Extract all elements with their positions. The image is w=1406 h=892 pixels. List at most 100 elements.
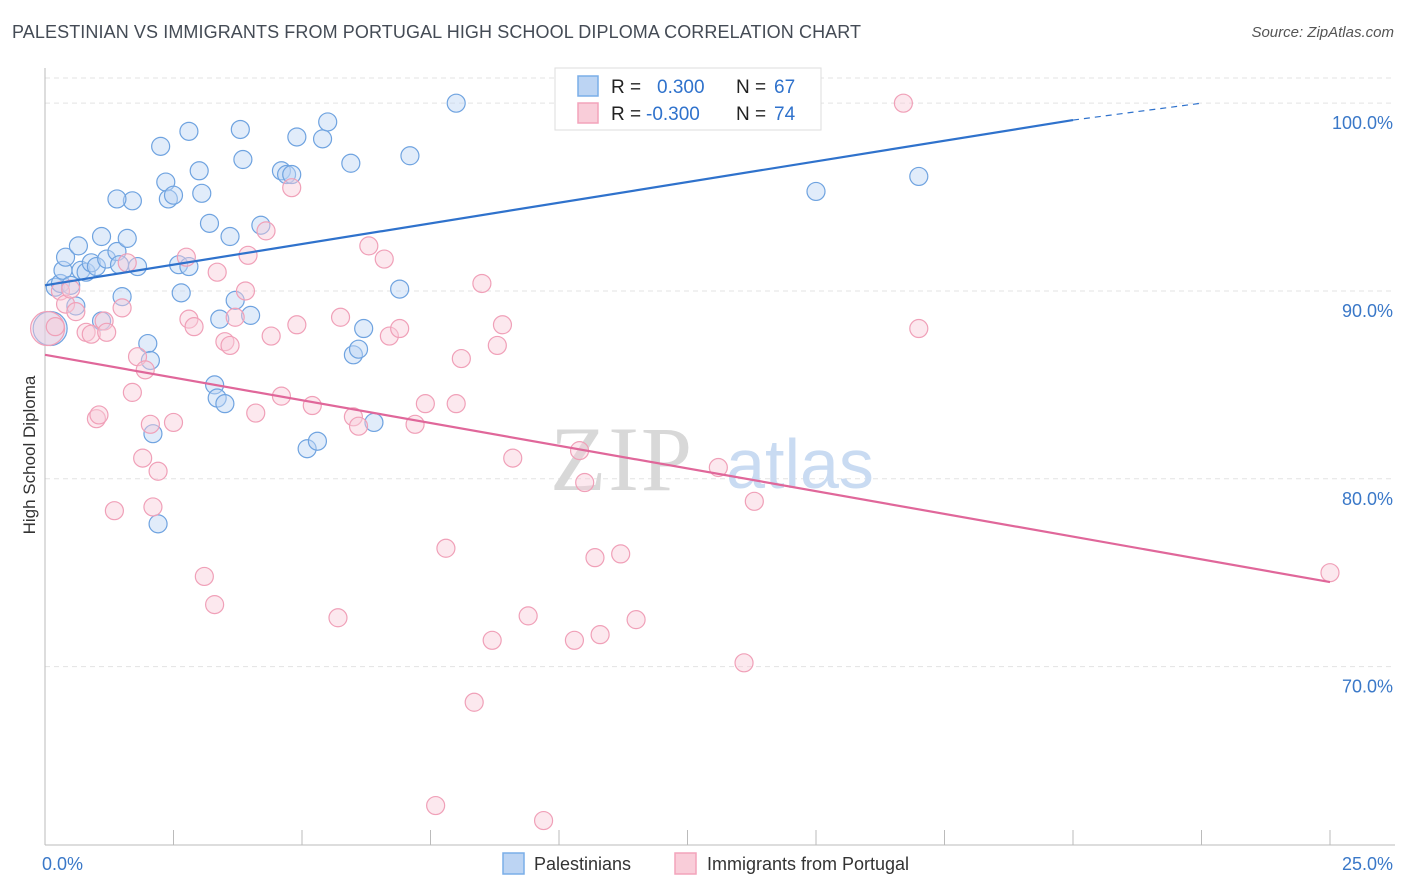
chart-title: PALESTINIAN VS IMMIGRANTS FROM PORTUGAL … (12, 22, 862, 42)
data-point (806, 181, 826, 202)
series-legend: Palestinians Immigrants from Portugal (502, 852, 909, 875)
data-point (893, 93, 913, 113)
data-point (1320, 563, 1340, 583)
data-point (302, 395, 322, 416)
source-note: Source: ZipAtlas.com (1251, 24, 1394, 41)
data-point (91, 226, 112, 247)
data-point (151, 136, 171, 156)
data-point (282, 178, 302, 198)
data-point (207, 262, 227, 282)
data-point (97, 322, 117, 342)
data-point (184, 317, 204, 337)
data-point (117, 228, 137, 248)
data-point (220, 226, 240, 247)
data-point (238, 245, 258, 265)
data-point (148, 514, 168, 534)
legend-label-palestinians: Palestinians (534, 854, 631, 874)
data-point (307, 431, 328, 451)
watermark-atlas: atlas (726, 425, 874, 503)
legend-r-value-pink: -0.300 (646, 104, 700, 125)
data-point (104, 501, 124, 521)
data-point (140, 350, 160, 371)
data-point (230, 119, 250, 140)
data-point (354, 318, 374, 339)
y-tick-label: 100.0% (1332, 113, 1393, 133)
y-tick-label: 90.0% (1342, 301, 1393, 321)
data-point (287, 127, 307, 147)
legend-swatch-palestinians (502, 852, 525, 875)
correlation-legend: R = 0.300 N = 67 R = -0.300 N = 74 (554, 67, 822, 131)
data-point (233, 149, 253, 170)
data-point (533, 810, 554, 831)
watermark-zip: ZIP (550, 408, 694, 510)
data-point (348, 339, 369, 359)
data-point (626, 610, 646, 630)
series-immigrants-from-portugal (29, 93, 1340, 831)
data-point (163, 412, 184, 433)
data-point (318, 112, 338, 132)
data-point (122, 382, 142, 402)
data-point (256, 221, 276, 241)
data-point (158, 189, 178, 209)
data-point (122, 191, 142, 211)
series-palestinians (32, 93, 929, 534)
axes (44, 68, 1395, 846)
data-point (359, 236, 379, 256)
trend-lines (44, 102, 1331, 584)
data-point (503, 448, 523, 468)
x-tick-label-max: 25.0% (1342, 854, 1393, 874)
legend-n-value-pink: 74 (774, 104, 796, 125)
data-point (405, 414, 425, 434)
data-point (590, 625, 610, 645)
data-point (312, 129, 333, 149)
data-point (210, 309, 230, 329)
data-point (436, 538, 456, 558)
y-tick-label: 70.0% (1342, 677, 1393, 697)
data-point (138, 333, 158, 354)
data-point (482, 630, 502, 650)
data-point (205, 595, 225, 615)
data-point (328, 608, 348, 628)
legend-n-label-pink: N = (736, 104, 771, 125)
data-point (390, 318, 410, 339)
data-point (909, 318, 929, 339)
legend-swatch-portugal (674, 852, 697, 875)
data-point (472, 273, 492, 294)
data-point (348, 416, 369, 436)
legend-n-value-blue: 67 (774, 77, 795, 98)
data-point (446, 93, 466, 113)
data-point (117, 253, 137, 273)
data-point (148, 461, 168, 481)
legend-n-label-blue: N = (736, 77, 771, 98)
data-point (585, 548, 605, 568)
data-point (133, 448, 153, 468)
data-point (194, 566, 214, 587)
y-tick-label: 80.0% (1342, 489, 1393, 509)
data-point (464, 692, 484, 712)
data-point (225, 307, 245, 327)
data-point (734, 653, 754, 673)
data-point (287, 315, 307, 335)
data-point (107, 189, 127, 209)
data-point (55, 294, 76, 314)
y-tick-labels: 70.0% 80.0% 90.0% 100.0% (1332, 113, 1393, 696)
data-point (487, 335, 507, 356)
data-point (374, 249, 394, 269)
data-point (246, 403, 266, 423)
legend-r-label-blue: R = (611, 77, 646, 98)
data-point (400, 146, 420, 166)
data-point (518, 606, 538, 626)
data-point (575, 472, 595, 493)
data-point (192, 183, 212, 203)
data-point (68, 236, 89, 256)
data-point (215, 394, 235, 414)
data-point (94, 311, 114, 331)
data-point (199, 213, 220, 233)
data-point (81, 253, 101, 273)
data-point (611, 544, 631, 564)
x-tick-label-min: 0.0% (42, 854, 83, 874)
data-point (261, 326, 281, 346)
data-point (86, 256, 107, 277)
data-point (341, 153, 361, 173)
data-point (143, 497, 163, 517)
